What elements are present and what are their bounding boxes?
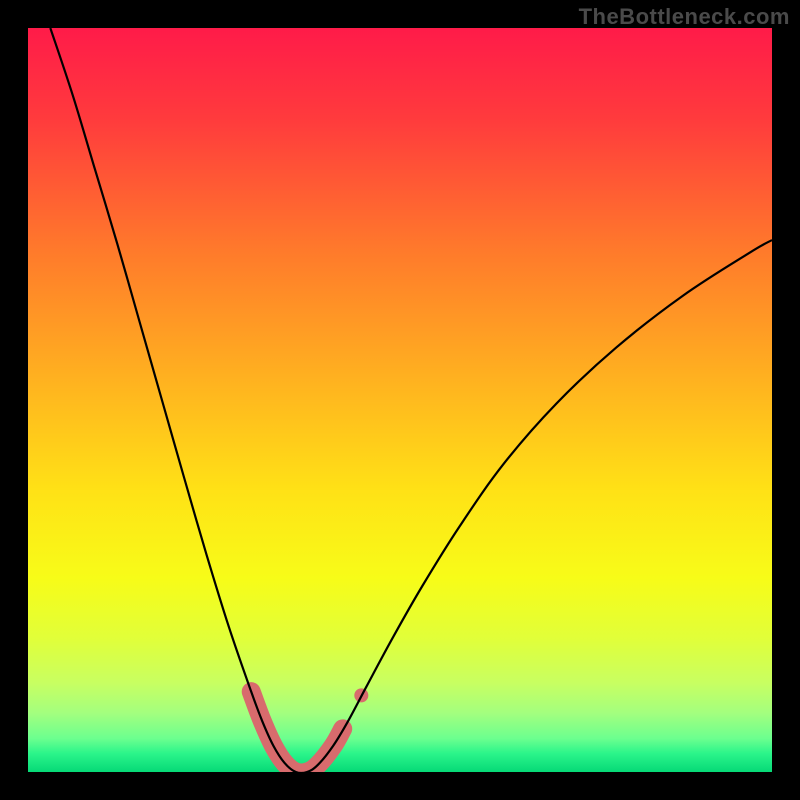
bottleneck-curve-chart <box>0 0 800 800</box>
chart-gradient-background <box>28 28 772 772</box>
watermark-text: TheBottleneck.com <box>579 4 790 30</box>
